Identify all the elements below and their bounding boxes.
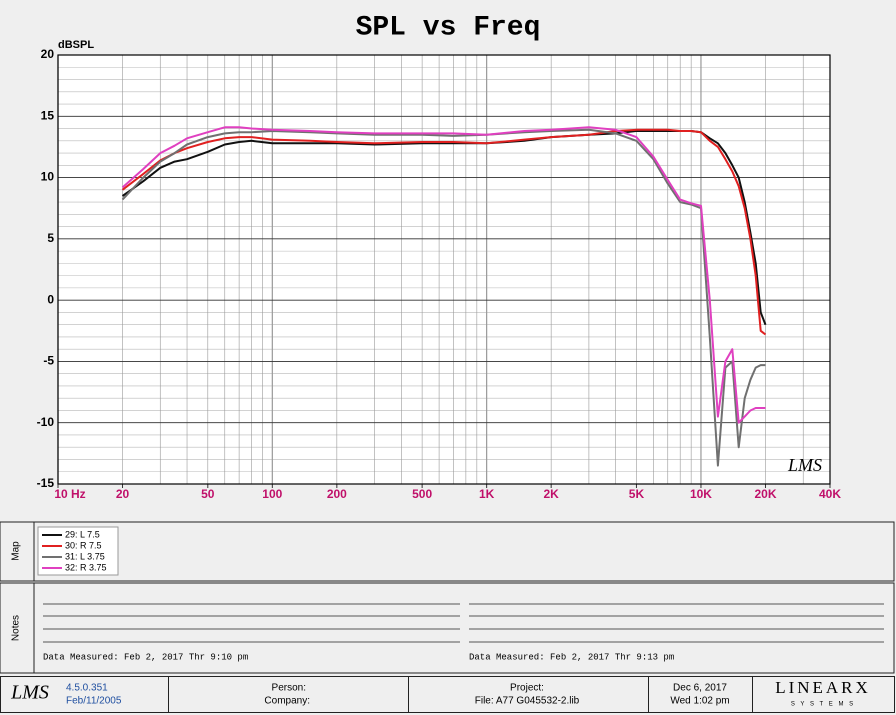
y-tick-label: 15 <box>41 108 55 122</box>
version: 4.5.0.351 <box>66 683 108 694</box>
note-lines <box>43 603 884 643</box>
lms-logo: LMS <box>10 682 49 704</box>
note-text: Data Measured: Feb 2, 2017 Thr 9:10 pm <box>43 652 248 662</box>
x-tick-label: 10 Hz <box>54 487 85 501</box>
x-tick-label: 200 <box>327 487 347 501</box>
x-tick-label: 50 <box>201 487 215 501</box>
y-tick-label: -10 <box>37 415 55 429</box>
notes-label: Notes <box>11 615 22 641</box>
series-line <box>121 126 766 424</box>
y-axis-label: dBSPL <box>58 39 94 51</box>
build-date: Feb/11/2005 <box>66 696 122 707</box>
person: Person: <box>272 683 306 694</box>
x-tick-label: 20 <box>116 487 130 501</box>
y-tick-label: 5 <box>47 231 54 245</box>
brand: LINEARX <box>775 678 871 697</box>
y-tick-label: -5 <box>43 354 54 368</box>
brand-sub: S Y S T E M S <box>791 702 855 708</box>
watermark: LMS <box>787 455 822 475</box>
x-tick-label: 40K <box>819 487 841 501</box>
notes-panel <box>0 582 895 674</box>
map-panel <box>0 521 895 582</box>
map-label: Map <box>11 541 22 561</box>
x-tick-label: 5K <box>629 487 645 501</box>
series-line <box>121 128 766 467</box>
x-tick-label: 500 <box>412 487 432 501</box>
footer <box>0 676 895 713</box>
file: File: A77 G045532-2.lib <box>475 696 580 707</box>
x-tick-label: 20K <box>754 487 776 501</box>
x-tick-label: 1K <box>479 487 495 501</box>
legend-label: 32: R 3.75 <box>65 562 107 572</box>
note-text: Data Measured: Feb 2, 2017 Thr 9:13 pm <box>469 652 674 662</box>
y-tick-label: -15 <box>37 476 55 490</box>
x-tick-label: 100 <box>262 487 282 501</box>
footer-cell <box>752 676 895 713</box>
series-line <box>121 128 767 336</box>
time: Wed 1:02 pm <box>670 696 729 707</box>
chart-title: SPL vs Freq <box>356 12 541 43</box>
y-tick-label: 20 <box>41 47 55 61</box>
plot-border <box>57 54 831 485</box>
legend-label: 29: L 7.5 <box>65 529 100 539</box>
y-tick-label: 0 <box>47 292 54 306</box>
x-tick-label: 2K <box>543 487 559 501</box>
y-tick-label: 10 <box>41 170 55 184</box>
plot: -15 -10 -5 0 5 10 15 20 10 Hz 20 50 100 200 500 1K 2K 5K… <box>37 47 842 501</box>
legend-label: 30: R 7.5 <box>65 540 102 550</box>
legend-label: 31: L 3.75 <box>65 551 105 561</box>
date: Dec 6, 2017 <box>673 683 727 694</box>
company: Company: <box>264 696 310 707</box>
project: Project: <box>510 683 544 694</box>
x-tick-label: 10K <box>690 487 712 501</box>
